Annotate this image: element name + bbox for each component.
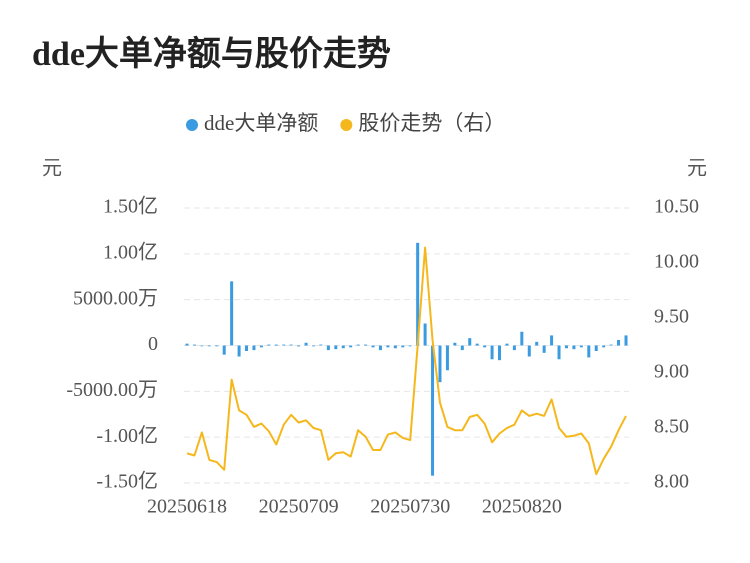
price-line — [186, 246, 627, 476]
bar — [274, 344, 278, 346]
bar — [349, 345, 353, 348]
bar — [200, 345, 204, 347]
bar — [252, 345, 256, 351]
bar — [602, 345, 606, 348]
bar — [319, 344, 323, 346]
bar — [364, 344, 368, 346]
bar — [609, 344, 613, 346]
y-tick-label: -5000.00万 — [66, 379, 158, 401]
bar — [334, 345, 338, 350]
bar — [453, 342, 457, 346]
bar — [371, 345, 375, 348]
bar — [535, 341, 539, 346]
bar — [304, 342, 308, 346]
bar — [431, 345, 435, 476]
bar — [192, 344, 196, 346]
bar — [579, 345, 583, 348]
bar — [550, 335, 554, 346]
bar — [617, 340, 621, 346]
bar — [475, 343, 479, 346]
bar — [423, 323, 427, 346]
bar — [393, 345, 397, 349]
bar — [594, 345, 598, 351]
bar — [237, 345, 241, 357]
y2-tick-label: 8.50 — [654, 416, 689, 438]
bar — [557, 345, 561, 360]
bar — [498, 345, 502, 361]
bar — [460, 345, 464, 351]
bar — [341, 345, 345, 349]
y2-tick-label: 9.00 — [654, 361, 689, 383]
bar — [564, 345, 568, 349]
y-tick-label: 1.00亿 — [103, 240, 158, 263]
legend: dde大单净额 股价走势（右） — [186, 111, 505, 135]
bar — [215, 345, 219, 347]
bar — [245, 345, 249, 351]
bar — [542, 345, 546, 353]
bar — [297, 345, 301, 347]
y-tick-label: -1.00亿 — [96, 424, 158, 447]
x-tick-label: 20250618 — [147, 496, 227, 518]
bar — [438, 345, 442, 383]
legend-marker — [186, 119, 198, 131]
bar — [572, 345, 576, 350]
bar — [207, 345, 211, 347]
legend-label: dde大单净额 — [204, 111, 318, 135]
bar — [326, 345, 330, 351]
x-tick-label: 20250820 — [482, 496, 562, 518]
x-tick-label: 20250730 — [370, 496, 450, 518]
bar — [483, 345, 487, 348]
bar — [505, 343, 509, 346]
bar — [512, 345, 516, 351]
bar — [587, 345, 591, 358]
bar — [624, 335, 628, 346]
bar — [282, 344, 286, 346]
legend-marker — [340, 119, 353, 131]
bar — [259, 345, 263, 348]
bar — [408, 345, 412, 347]
bar — [416, 242, 420, 346]
y2-tick-label: 9.50 — [654, 306, 689, 328]
y2-tick-label: 10.00 — [654, 251, 699, 273]
bar — [311, 345, 315, 347]
bar — [185, 343, 189, 346]
bar — [222, 345, 226, 355]
y2-tick-label: 10.50 — [654, 196, 699, 218]
bar — [267, 344, 271, 346]
y2-tick-label: 8.00 — [654, 471, 689, 493]
y2-axis-unit: 元 — [687, 158, 707, 180]
y-tick-label: -1.50亿 — [96, 470, 158, 493]
legend-label: 股价走势（右） — [358, 111, 505, 135]
bar — [520, 331, 524, 346]
x-tick-label: 20250709 — [259, 496, 339, 518]
bar — [468, 338, 472, 346]
bar — [401, 345, 405, 348]
bar — [445, 345, 449, 371]
bar — [490, 345, 494, 360]
y-tick-label: 1.50亿 — [103, 195, 158, 218]
y-tick-label: 0 — [148, 333, 158, 355]
chart-title: dde大单净额与股价走势 — [32, 35, 391, 73]
y-axis-unit: 元 — [42, 158, 62, 180]
bar — [289, 344, 293, 346]
bar — [230, 281, 234, 346]
bar — [386, 345, 390, 348]
bar — [378, 345, 382, 351]
bar — [527, 345, 531, 357]
y-tick-label: 5000.00万 — [73, 287, 158, 309]
bar — [356, 344, 360, 346]
